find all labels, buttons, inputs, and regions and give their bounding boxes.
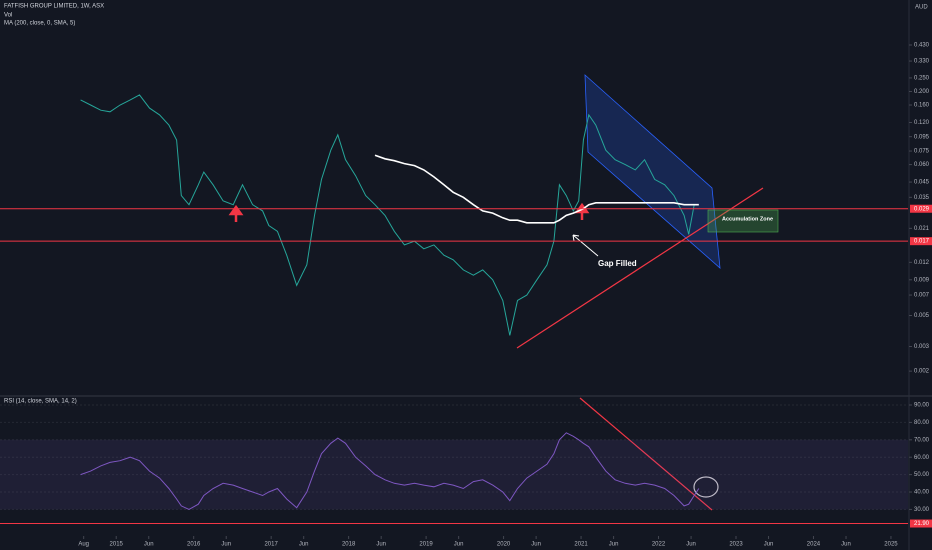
gap-filled-label: Gap Filled [598, 259, 637, 268]
level-tag [910, 519, 932, 528]
y-tick-label: 40.00 [914, 490, 930, 496]
x-tick-label: Jun [686, 542, 696, 548]
x-tick-label: 2021 [574, 542, 588, 548]
y-tick-label: 0.160 [914, 103, 930, 109]
y-tick-label: 0.200 [914, 89, 930, 95]
x-tick-label: Jun [609, 542, 619, 548]
x-tick-label: Jun [376, 542, 386, 548]
chart-title: FATFISH GROUP LIMITED, 1W, ASX [4, 4, 104, 10]
level-tag [910, 237, 932, 246]
y-tick-label: 60.00 [914, 455, 930, 461]
x-tick-label: 2020 [497, 542, 511, 548]
descending-channel [584, 74, 721, 269]
y-tick-label: 90.00 [914, 403, 930, 409]
y-tick-label: 0.045 [914, 180, 930, 186]
y-tick-label: 80.00 [914, 420, 930, 426]
x-tick-label: 2016 [187, 542, 201, 548]
y-tick-label: 0.330 [914, 59, 930, 65]
x-tick-label: 2019 [419, 542, 433, 548]
x-tick-label: Jun [221, 542, 231, 548]
x-tick-label: Jun [841, 542, 851, 548]
x-tick-label: 2017 [264, 542, 278, 548]
x-tick-label: 2024 [807, 542, 821, 548]
level-tag [910, 204, 932, 213]
y-tick-label: 30.00 [914, 507, 930, 513]
series-line [80, 94, 699, 336]
x-tick-label: Jun [764, 542, 774, 548]
y-tick-label: 0.007 [914, 293, 930, 299]
x-tick-label: 2015 [110, 542, 124, 548]
x-tick-label: Aug [78, 542, 89, 548]
indicator-label: Vol [4, 13, 12, 19]
y-tick-label: 70.00 [914, 437, 930, 443]
y-tick-label: 0.002 [914, 369, 930, 375]
y-tick-label: 0.120 [914, 120, 930, 126]
y-tick-label: 0.075 [914, 149, 930, 155]
y-tick-label: 0.021 [914, 226, 930, 232]
x-tick-label: Jun [144, 542, 154, 548]
y-tick-label: 0.095 [914, 134, 930, 140]
y-tick-label: 0.012 [914, 260, 930, 266]
y-tick-label: 50.00 [914, 472, 930, 478]
x-tick-label: 2023 [729, 542, 743, 548]
series-line [80, 432, 700, 510]
x-tick-label: Jun [531, 542, 541, 548]
rsi-highlight-circle [693, 476, 719, 498]
indicator-label: MA (200, close, 0, SMA, 5) [4, 21, 75, 27]
accumulation-zone-box [707, 209, 779, 233]
up-arrow [228, 204, 244, 222]
y-tick-label: 0.005 [914, 313, 930, 319]
y-tick-label: 0.060 [914, 162, 930, 168]
rsi-title: RSI (14, close, SMA, 14, 2) [4, 399, 77, 405]
x-tick-label: 2025 [884, 542, 898, 548]
x-tick-label: 2022 [652, 542, 666, 548]
x-tick-label: Jun [454, 542, 464, 548]
level-tag-label: 0.029 [914, 206, 930, 212]
level-tag-label: 21.90 [914, 521, 930, 527]
accumulation-zone-label: Accumulation Zone [722, 216, 773, 222]
y-tick-label: 0.009 [914, 277, 930, 283]
y-tick-label: 0.250 [914, 76, 930, 82]
y-tick-label: 0.035 [914, 195, 930, 201]
moving-average-line [374, 154, 699, 224]
currency-label: AUD [915, 5, 928, 11]
x-tick-label: Jun [299, 542, 309, 548]
y-tick-label: 0.430 [914, 43, 930, 49]
x-tick-label: 2018 [342, 542, 356, 548]
y-tick-label: 0.003 [914, 344, 930, 350]
level-tag-label: 0.017 [914, 239, 930, 245]
rsi-band [0, 439, 908, 510]
trend-line [516, 187, 764, 349]
rsi-trend-line [579, 397, 713, 511]
gap-arrow [572, 234, 599, 257]
